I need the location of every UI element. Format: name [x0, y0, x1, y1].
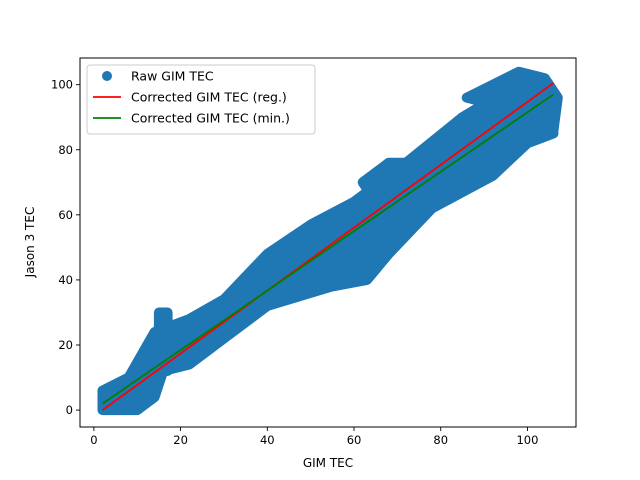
y-tick-label: 20: [58, 338, 73, 352]
x-tick-label: 40: [260, 433, 275, 447]
series-line: [102, 82, 554, 411]
y-axis-label: Jason 3 TEC: [23, 207, 37, 279]
corrected-lines-layer: [102, 82, 554, 411]
legend-box: [86, 64, 316, 135]
y-tick-label: 100: [51, 78, 73, 92]
scatter-point-cloud: [461, 66, 563, 145]
x-axis-label: GIM TEC: [303, 456, 353, 470]
x-tick-label: 100: [516, 433, 538, 447]
y-tick-label: 0: [66, 403, 73, 417]
legend-marker-raw: [102, 71, 112, 81]
scatter-point-cloud: [153, 307, 173, 376]
x-tick-label: 0: [90, 433, 97, 447]
legend-label: Raw GIM TEC: [131, 69, 214, 84]
y-tick-label: 80: [58, 143, 73, 157]
legend-label: Corrected GIM TEC (reg.): [131, 90, 287, 105]
x-tick-label: 20: [173, 433, 188, 447]
axes: 0 20 40 60 80 100 0 20 40 60 80 100: [51, 78, 538, 447]
x-tick-label: 80: [433, 433, 448, 447]
y-tick-label: 60: [58, 208, 73, 222]
scatter-point-cloud: [357, 157, 424, 201]
legend: Raw GIM TEC Corrected GIM TEC (reg.) Corre…: [86, 64, 316, 135]
x-tick-label: 60: [347, 433, 362, 447]
y-tick-label: 40: [58, 273, 73, 287]
plot-frame: [79, 57, 577, 428]
series-line: [102, 93, 554, 405]
legend-label: Corrected GIM TEC (min.): [131, 111, 290, 126]
